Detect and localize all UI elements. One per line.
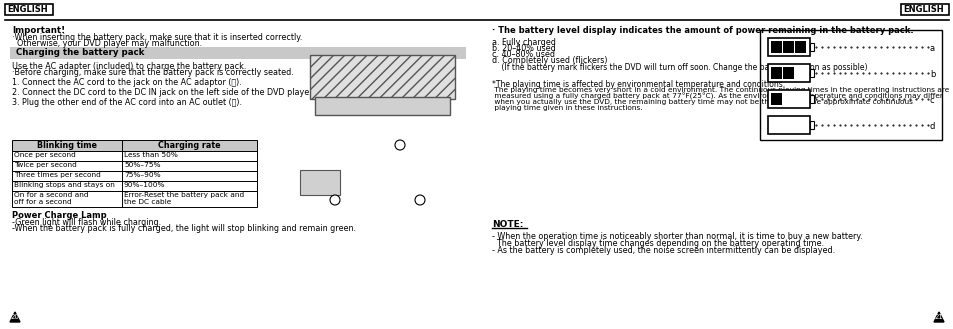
Circle shape [415, 195, 424, 205]
Text: playing time given in these instructions.: playing time given in these instructions… [492, 105, 642, 111]
Text: b. 20–40% used: b. 20–40% used [492, 44, 556, 53]
Text: 3: 3 [417, 197, 421, 202]
Text: -Green light will flash while charging.: -Green light will flash while charging. [12, 218, 161, 227]
Bar [299, 170, 339, 195]
Bar [12, 171, 256, 181]
Text: a. Fully charged: a. Fully charged [492, 38, 556, 47]
Text: the DC cable: the DC cable [124, 199, 172, 205]
Bar [310, 55, 455, 99]
Text: ·When inserting the battery pack, make sure that it is inserted correctly.: ·When inserting the battery pack, make s… [12, 33, 302, 42]
Text: Power Charge Lamp: Power Charge Lamp [12, 211, 107, 220]
Bar [809, 69, 813, 77]
Text: The playing time becomes very short in a cold environment. The continuous playin: The playing time becomes very short in a… [492, 87, 948, 93]
Bar [770, 67, 781, 79]
Circle shape [330, 195, 339, 205]
Text: Otherwise, your DVD player may malfunction.: Otherwise, your DVD player may malfuncti… [12, 39, 202, 48]
Bar [12, 191, 256, 207]
Text: - As the battery is completely used, the noise screen intermittently can be disp: - As the battery is completely used, the… [492, 246, 834, 255]
Text: 50%–75%: 50%–75% [124, 162, 160, 168]
Text: ENGLISH: ENGLISH [902, 5, 943, 14]
Bar [12, 151, 256, 161]
Text: 2: 2 [397, 142, 401, 147]
Text: 20: 20 [10, 314, 19, 320]
Text: Charging rate: Charging rate [157, 141, 220, 150]
Bar [12, 140, 256, 151]
Text: when you actually use the DVD, the remaining battery time may not be the same as: when you actually use the DVD, the remai… [492, 99, 912, 105]
Bar [767, 116, 809, 134]
Bar [760, 30, 941, 140]
Text: 21: 21 [934, 314, 943, 320]
Bar [767, 64, 809, 82]
Text: Twice per second: Twice per second [14, 162, 76, 168]
Text: Blinking stops and stays on: Blinking stops and stays on [14, 182, 114, 188]
Bar [10, 47, 465, 59]
Bar [782, 41, 793, 53]
Polygon shape [10, 312, 20, 322]
Text: c: c [929, 96, 934, 105]
Text: ·Before charging, make sure that the battery pack is correctly seated.: ·Before charging, make sure that the bat… [12, 68, 294, 77]
Text: 75%–90%: 75%–90% [124, 172, 160, 178]
Bar [5, 4, 53, 15]
Text: On for a second and: On for a second and [14, 192, 89, 198]
Bar [12, 181, 256, 191]
Circle shape [395, 140, 405, 150]
Text: d: d [929, 122, 934, 131]
Text: Blinking time: Blinking time [37, 141, 97, 150]
Text: off for a second: off for a second [14, 199, 71, 205]
Text: Less than 50%: Less than 50% [124, 152, 177, 158]
Text: 3. Plug the other end of the AC cord into an AC outlet (ⓒ).: 3. Plug the other end of the AC cord int… [12, 98, 242, 107]
Bar [767, 38, 809, 56]
Bar [770, 41, 781, 53]
Text: Three times per second: Three times per second [14, 172, 101, 178]
Text: Error-Reset the battery pack and: Error-Reset the battery pack and [124, 192, 244, 198]
Text: Once per second: Once per second [14, 152, 75, 158]
Text: (If the battery mark flickers the DVD will turn off soon. Change the battery as : (If the battery mark flickers the DVD wi… [492, 63, 866, 72]
Text: Charging the battery pack: Charging the battery pack [16, 48, 144, 57]
Text: · The battery level display indicates the amount of power remaining in the batte: · The battery level display indicates th… [492, 26, 913, 35]
Bar [770, 93, 781, 105]
Text: 1. Connect the AC cord to the jack on the AC adaptor (ⓐ).: 1. Connect the AC cord to the jack on th… [12, 78, 241, 87]
Text: -When the battery pack is fully charged, the light will stop blinking and remain: -When the battery pack is fully charged,… [12, 224, 355, 233]
Text: 2. Connect the DC cord to the DC IN jack on the left side of the DVD player (ⓑ).: 2. Connect the DC cord to the DC IN jack… [12, 88, 328, 97]
Bar [809, 95, 813, 103]
Bar [12, 161, 256, 171]
Text: ENGLISH: ENGLISH [7, 5, 48, 14]
Bar [809, 43, 813, 51]
Text: *The playing time is affected by environmental temperature and conditions.: *The playing time is affected by environ… [492, 80, 784, 89]
Text: NOTE:: NOTE: [492, 220, 523, 229]
Polygon shape [933, 312, 943, 322]
Text: a: a [929, 44, 934, 53]
Bar [782, 67, 793, 79]
Text: The battery level display time changes depending on the battery operating time.: The battery level display time changes d… [492, 239, 823, 248]
Text: c. 40–80% used: c. 40–80% used [492, 50, 555, 59]
Bar [900, 4, 948, 15]
Bar [767, 90, 809, 108]
Text: measured using a fully charged battery pack at 77°F(25°C). As the environmental : measured using a fully charged battery p… [492, 93, 942, 100]
Text: b: b [929, 70, 934, 79]
Text: Use the AC adapter (included) to charge the battery pack.: Use the AC adapter (included) to charge … [12, 62, 246, 71]
Bar [314, 97, 450, 115]
Text: Important!: Important! [12, 26, 65, 35]
Text: d. Completely used (flickers): d. Completely used (flickers) [492, 56, 607, 65]
Text: - When the operation time is noticeably shorter than normal, it is time to buy a: - When the operation time is noticeably … [492, 232, 862, 241]
Text: 90%–100%: 90%–100% [124, 182, 165, 188]
Bar [794, 41, 805, 53]
Bar [809, 121, 813, 129]
Text: 1: 1 [333, 197, 336, 202]
